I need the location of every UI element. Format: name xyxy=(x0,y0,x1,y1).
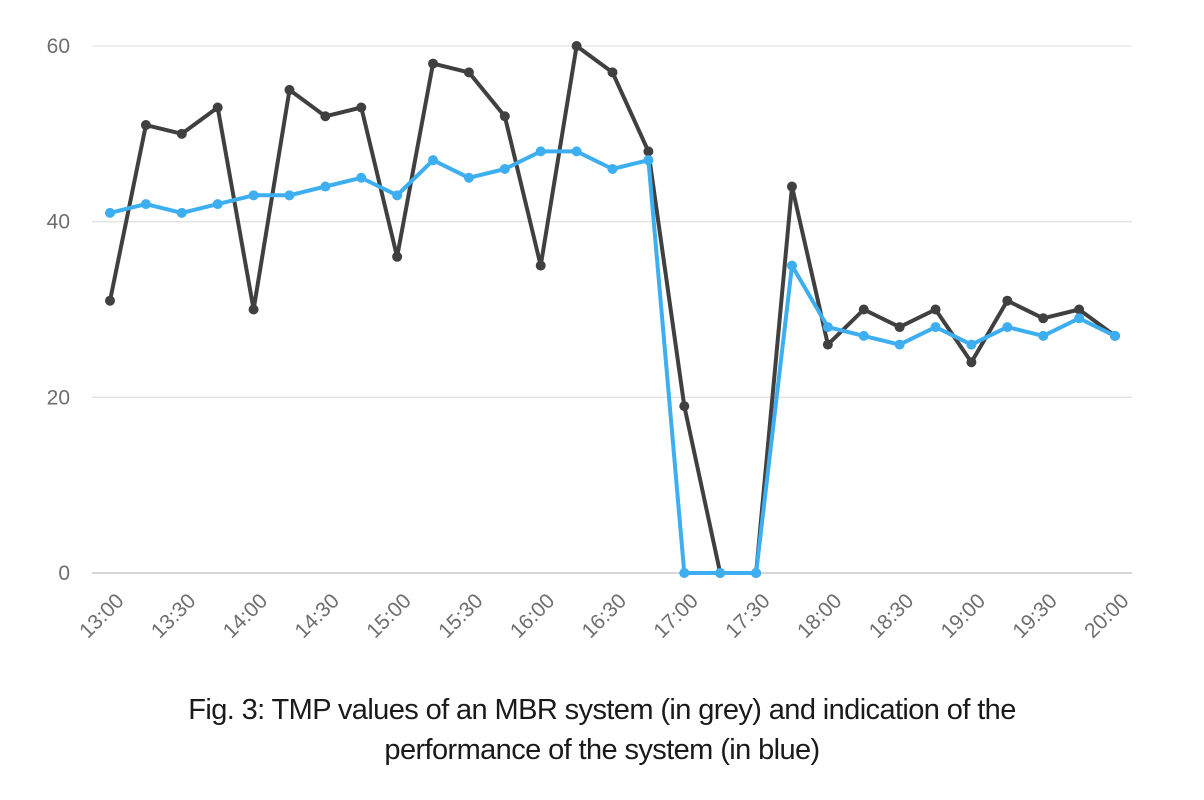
x-tick-label: 13:30 xyxy=(147,589,200,642)
y-tick-label: 0 xyxy=(58,562,70,585)
data-point-series-2 xyxy=(535,146,546,157)
data-point-series-1 xyxy=(356,102,367,113)
y-tick-label: 40 xyxy=(47,211,70,234)
data-point-series-2 xyxy=(499,163,510,174)
data-point-series-1 xyxy=(966,357,977,368)
data-point-series-2 xyxy=(320,181,331,192)
data-point-series-2 xyxy=(212,199,223,210)
data-point-series-2 xyxy=(356,172,367,183)
caption-line-2: performance of the system (in blue) xyxy=(384,734,820,766)
data-point-series-2 xyxy=(786,260,797,271)
data-point-series-1 xyxy=(643,146,654,157)
x-tick-label: 13:00 xyxy=(75,589,128,642)
y-tick-label: 60 xyxy=(47,35,70,58)
data-point-series-1 xyxy=(248,304,259,315)
data-point-series-1 xyxy=(105,295,115,306)
x-tick-label: 17:30 xyxy=(721,589,774,642)
data-point-series-2 xyxy=(1074,313,1085,324)
data-point-series-2 xyxy=(930,322,941,333)
data-point-series-1 xyxy=(428,58,439,69)
x-tick-label: 19:00 xyxy=(937,589,990,642)
series-line-2 xyxy=(108,149,1117,575)
x-tick-label: 18:00 xyxy=(793,589,846,642)
data-point-series-2 xyxy=(140,199,151,210)
data-point-series-2 xyxy=(571,146,582,157)
data-point-series-1 xyxy=(1002,295,1013,306)
x-tick-label: 14:00 xyxy=(219,589,272,642)
data-point-series-2 xyxy=(751,568,762,578)
data-point-series-2 xyxy=(1110,330,1120,341)
data-point-series-1 xyxy=(858,304,869,315)
data-point-series-1 xyxy=(679,401,690,412)
data-point-series-2 xyxy=(715,568,726,578)
data-point-series-2 xyxy=(1002,322,1013,333)
data-point-series-2 xyxy=(248,190,259,201)
data-point-series-2 xyxy=(858,330,869,341)
figure-caption: Fig. 3: TMP values of an MBR system (in … xyxy=(0,690,1204,770)
data-point-series-1 xyxy=(392,251,403,262)
data-point-series-2 xyxy=(105,207,115,218)
data-point-series-1 xyxy=(535,260,546,271)
data-point-series-2 xyxy=(966,339,977,350)
y-tick-label: 20 xyxy=(47,386,70,409)
x-tick-label: 16:00 xyxy=(506,589,559,642)
data-point-series-1 xyxy=(571,41,582,51)
data-point-series-2 xyxy=(1038,330,1049,341)
data-point-series-2 xyxy=(463,172,474,183)
x-tick-label: 17:00 xyxy=(649,589,702,642)
data-point-series-1 xyxy=(1074,304,1085,315)
data-point-series-1 xyxy=(463,67,474,78)
x-tick-label: 14:30 xyxy=(291,589,344,642)
x-tick-label: 19:30 xyxy=(1008,589,1061,642)
data-point-series-1 xyxy=(284,84,295,95)
data-point-series-1 xyxy=(822,339,833,350)
x-tick-label: 16:30 xyxy=(578,589,631,642)
data-point-series-2 xyxy=(428,155,439,166)
data-point-series-1 xyxy=(894,322,905,333)
data-point-series-1 xyxy=(140,120,151,131)
x-tick-label: 15:30 xyxy=(434,589,487,642)
data-point-series-2 xyxy=(392,190,403,201)
data-point-series-2 xyxy=(894,339,905,350)
data-point-series-1 xyxy=(930,304,941,315)
line-chart: 0 20 40 60 13:00 13:30 14:00 14:30 15:00 15:30 16:… xyxy=(47,35,1134,643)
x-tick-label: 20:00 xyxy=(1080,589,1133,642)
data-point-series-2 xyxy=(176,207,187,218)
data-point-series-2 xyxy=(284,190,295,201)
caption-line-1: Fig. 3: TMP values of an MBR system (in … xyxy=(188,694,1016,726)
x-tick-label: 18:30 xyxy=(865,589,918,642)
data-point-series-2 xyxy=(643,155,654,166)
data-point-series-1 xyxy=(499,111,510,122)
data-point-series-1 xyxy=(176,128,187,139)
x-tick-label: 15:00 xyxy=(362,589,415,642)
data-point-series-1 xyxy=(786,181,797,192)
data-point-series-2 xyxy=(822,322,833,333)
data-point-series-1 xyxy=(212,102,223,113)
data-point-series-2 xyxy=(607,163,618,174)
data-point-series-2 xyxy=(679,568,690,578)
data-point-series-1 xyxy=(320,111,331,122)
series-line-1 xyxy=(108,44,1117,575)
data-point-series-1 xyxy=(1038,313,1049,324)
data-point-series-1 xyxy=(607,67,618,78)
